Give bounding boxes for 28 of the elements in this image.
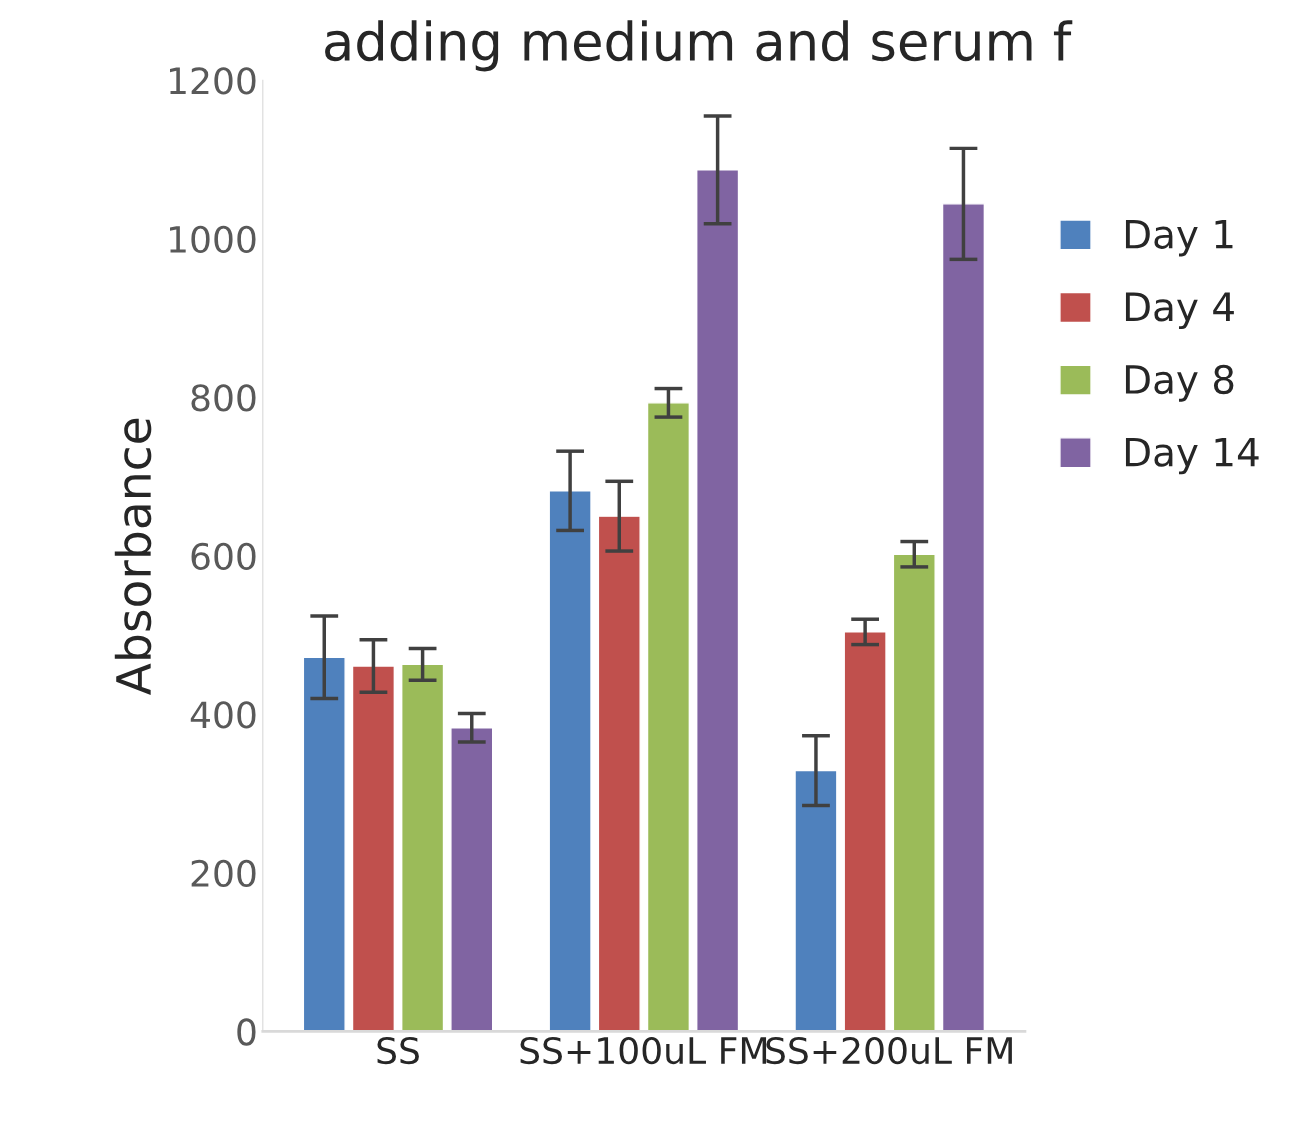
y-tick-label: 1200 bbox=[170, 67, 256, 95]
legend-label: Day 14 bbox=[1125, 437, 1259, 475]
y-tick-label: 0 bbox=[237, 1018, 256, 1046]
y-tick-label: 800 bbox=[191, 384, 256, 412]
bar bbox=[696, 169, 740, 1032]
bar bbox=[548, 490, 592, 1032]
y-tick-label: 600 bbox=[191, 542, 256, 571]
bar bbox=[843, 631, 887, 1032]
bar bbox=[646, 402, 691, 1032]
bar bbox=[941, 203, 986, 1032]
chart-title: adding medium and serum f bbox=[325, 20, 1073, 72]
bar bbox=[794, 769, 838, 1032]
y-axis-title: Absorbance bbox=[114, 418, 152, 695]
bar bbox=[450, 727, 494, 1032]
bar bbox=[401, 663, 445, 1032]
y-tick-label: 200 bbox=[191, 859, 256, 888]
bar bbox=[302, 656, 346, 1032]
y-tick-label: 1000 bbox=[170, 225, 256, 253]
legend-label: Day 8 bbox=[1125, 364, 1234, 402]
x-tick-label: SS+100uL FM bbox=[520, 1036, 767, 1065]
legend-label: Day 4 bbox=[1125, 292, 1234, 330]
x-tick-label: SS+200uL FM bbox=[766, 1036, 1012, 1065]
x-tick-label: SS bbox=[377, 1036, 419, 1065]
bar bbox=[892, 553, 936, 1032]
y-tick-label: 400 bbox=[190, 701, 256, 729]
legend-label: Day 1 bbox=[1125, 219, 1233, 257]
bar bbox=[597, 515, 641, 1032]
bar bbox=[351, 665, 396, 1032]
